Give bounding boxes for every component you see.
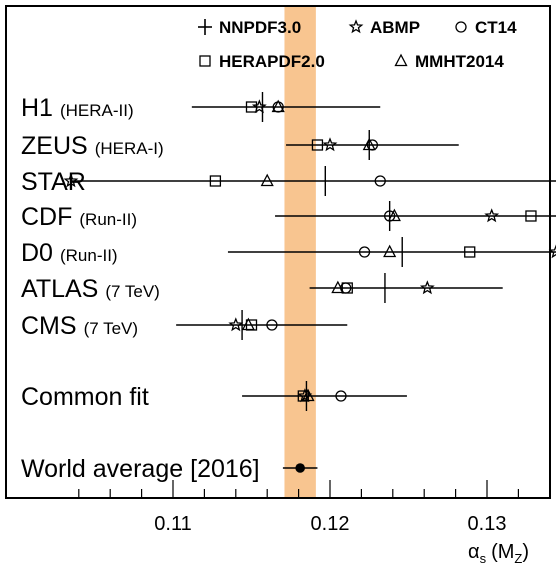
triangle-marker — [241, 317, 255, 331]
row-label: CMS (7 TeV) — [21, 312, 138, 340]
x-axis-title: αs (MZ) — [468, 541, 529, 566]
triangle-marker — [362, 137, 376, 151]
row-d0: D0 (Run-II) — [21, 237, 556, 267]
circle-marker — [335, 390, 347, 402]
star-marker — [419, 280, 435, 295]
x-tick-label: 0.11 — [154, 513, 191, 535]
legend-label: MMHT2014 — [415, 52, 504, 71]
square-marker — [525, 210, 537, 222]
row-world-average: World average [2016] — [21, 455, 318, 483]
square-marker — [209, 175, 222, 187]
circle-marker — [358, 246, 371, 258]
row-label: CDF (Run-II) — [21, 203, 137, 231]
row-zeus: ZEUS (HERA-I) — [21, 130, 459, 160]
circle-marker — [266, 319, 278, 331]
row-atlas: ATLAS (7 TeV) — [21, 273, 503, 303]
row-label: H1 (HERA-II) — [21, 94, 134, 122]
triangle-marker — [260, 173, 274, 187]
square-legend-icon — [199, 55, 211, 67]
row-label: ZEUS (HERA-I) — [21, 132, 164, 160]
triangle-marker — [383, 244, 397, 258]
legend-label: ABMP — [370, 18, 420, 37]
row-label: D0 (Run-II) — [21, 239, 118, 267]
legend-item-abmp: ABMP — [348, 18, 420, 37]
star-marker — [322, 137, 338, 152]
star-legend-icon — [348, 19, 364, 34]
legend: NNPDF3.0 ABMP CT14 HERAPDF2.0 MMHT2014 — [198, 18, 517, 71]
triangle-marker — [301, 388, 315, 402]
star-marker — [251, 99, 267, 114]
legend-item-mmht2014: MMHT2014 — [394, 52, 504, 71]
row-label: World average [2016] — [21, 455, 260, 483]
star-marker — [63, 173, 79, 188]
row-cms: CMS (7 TeV) — [21, 310, 348, 340]
legend-item-nnpdf3.0: NNPDF3.0 — [198, 18, 301, 37]
star-marker — [484, 208, 500, 223]
legend-label: NNPDF3.0 — [219, 18, 301, 37]
square-marker — [341, 282, 353, 294]
legend-label: HERAPDF2.0 — [219, 52, 325, 71]
row-label: ATLAS (7 TeV) — [21, 275, 160, 303]
x-axis-tick-labels: 0.11 0.12 0.13 — [154, 513, 506, 535]
filled-circle-marker — [295, 463, 305, 473]
row-star: STAR — [21, 166, 556, 196]
triangle-marker — [387, 208, 401, 222]
row-h1: H1 (HERA-II) — [21, 92, 381, 122]
row-cdf: CDF (Run-II) — [21, 201, 556, 231]
row-label: STAR — [21, 168, 86, 196]
triangle-marker — [271, 99, 285, 113]
star-marker — [548, 244, 556, 259]
legend-item-herapdf2.0: HERAPDF2.0 — [199, 52, 325, 71]
star-marker — [228, 317, 244, 332]
star-marker — [297, 388, 313, 403]
plus-legend-icon — [198, 19, 212, 35]
triangle-legend-icon — [394, 53, 408, 67]
legend-label: CT14 — [475, 18, 517, 37]
x-axis-ticks — [78, 480, 551, 498]
row-common-fit: Common fit — [21, 381, 407, 411]
x-tick-label: 0.12 — [311, 513, 350, 535]
measurement-rows: H1 (HERA-II) ZEUS (HERA-I) STAR CDF (Run-II) D0… — [21, 92, 556, 483]
square-marker — [245, 101, 258, 113]
triangle-marker — [331, 280, 345, 294]
square-marker — [464, 246, 476, 258]
circle-marker — [374, 175, 386, 187]
row-label: Common fit — [21, 383, 149, 411]
square-marker — [311, 139, 324, 151]
legend-item-ct14: CT14 — [455, 18, 517, 37]
circle-legend-icon — [455, 21, 467, 33]
x-tick-label: 0.13 — [468, 513, 507, 535]
